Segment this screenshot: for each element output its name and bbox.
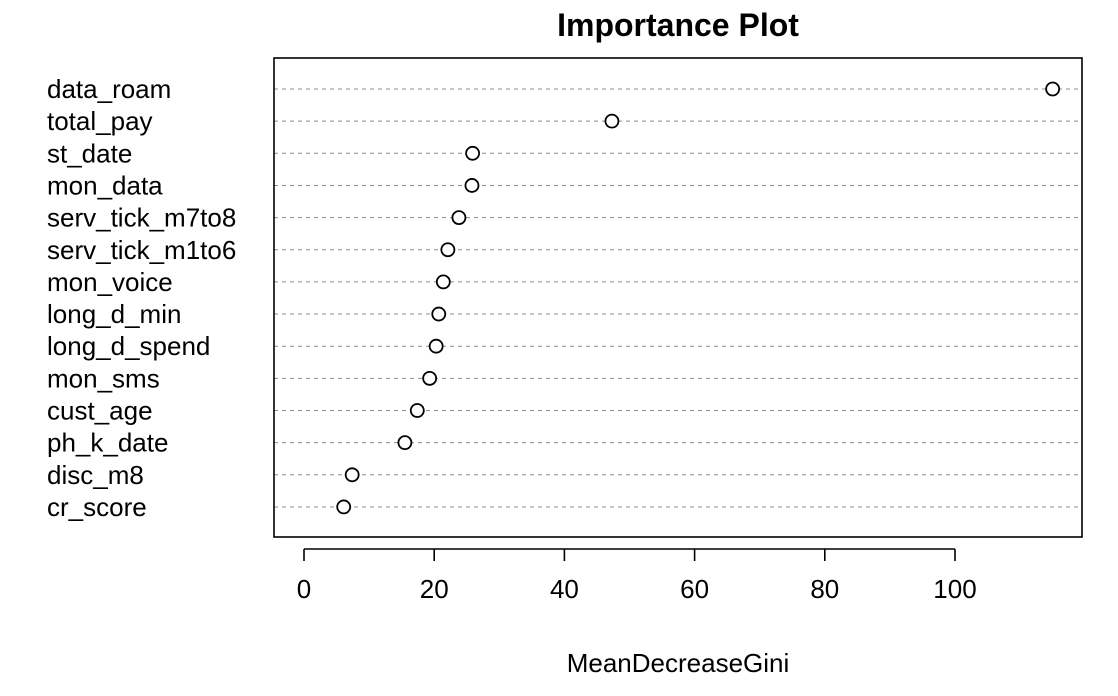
- x-axis: 0 20 40 60 80 100: [297, 548, 977, 604]
- x-axis-title: MeanDecreaseGini: [567, 648, 790, 678]
- category-label-data_roam: data_roam: [47, 74, 171, 104]
- point-cust_age: [409, 403, 425, 418]
- point-long_d_spend: [428, 338, 444, 354]
- point-long_d_min: [431, 306, 447, 322]
- category-label-disc_m8: disc_m8: [47, 460, 144, 490]
- category-label-mon_data: mon_data: [47, 170, 163, 200]
- x-tick-label-80: 80: [810, 574, 839, 604]
- category-label-long_d_min: long_d_min: [47, 299, 181, 329]
- category-label-total_pay: total_pay: [47, 106, 153, 136]
- category-label-ph_k_date: ph_k_date: [47, 428, 168, 458]
- point-st_date: [465, 145, 481, 161]
- category-label-long_d_spend: long_d_spend: [47, 331, 210, 361]
- point-ph_k_date: [397, 435, 413, 451]
- category-label-st_date: st_date: [47, 138, 132, 168]
- x-tick-label-40: 40: [550, 574, 579, 604]
- category-label-serv_tick_m1to6: serv_tick_m1to6: [47, 235, 236, 265]
- point-mon_sms: [422, 370, 438, 386]
- point-mon_voice: [435, 274, 451, 290]
- data-points: [336, 81, 1061, 515]
- gridlines: [274, 88, 1082, 508]
- point-data_roam: [1045, 81, 1061, 97]
- chart-title: Importance Plot: [557, 7, 799, 43]
- point-disc_m8: [344, 467, 360, 483]
- point-serv_tick_m1to6: [440, 242, 456, 258]
- point-total_pay: [604, 113, 620, 129]
- category-label-serv_tick_m7to8: serv_tick_m7to8: [47, 203, 236, 233]
- category-labels: data_roamtotal_payst_datemon_dataserv_ti…: [47, 74, 236, 522]
- point-cr_score: [336, 499, 352, 515]
- plot-frame: [273, 57, 1083, 538]
- point-mon_data: [464, 178, 480, 193]
- x-tick-label-60: 60: [680, 574, 709, 604]
- category-label-mon_sms: mon_sms: [47, 363, 160, 393]
- point-serv_tick_m7to8: [451, 210, 467, 226]
- category-label-cr_score: cr_score: [47, 492, 147, 522]
- x-tick-label-0: 0: [297, 574, 311, 604]
- x-tick-label-100: 100: [933, 574, 976, 604]
- category-label-cust_age: cust_age: [47, 396, 153, 426]
- x-tick-label-20: 20: [420, 574, 449, 604]
- category-label-mon_voice: mon_voice: [47, 267, 173, 297]
